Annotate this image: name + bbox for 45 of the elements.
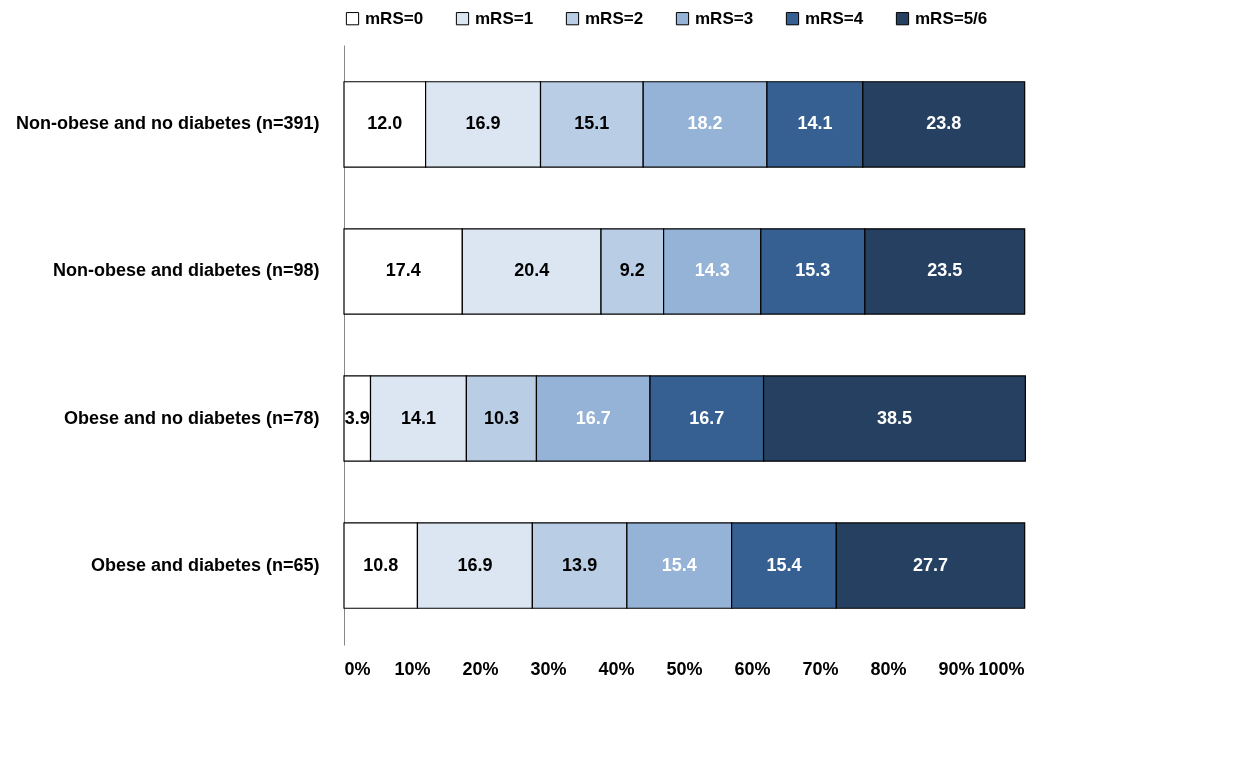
legend-label: mRS=3 <box>695 8 754 28</box>
data-label: 27.7 <box>912 554 949 575</box>
x-tick-label: 100% <box>978 658 1025 679</box>
y-tick-label: Non-obese and diabetes (n=98) <box>52 260 320 281</box>
legend-label: mRS=5/6 <box>915 8 988 28</box>
legend-label: mRS=1 <box>475 8 534 28</box>
data-label: 15.4 <box>661 554 697 575</box>
data-label: 14.1 <box>400 407 436 428</box>
data-label: 3.9 <box>344 407 370 428</box>
x-tick-label: 60% <box>734 658 771 679</box>
data-label: 10.8 <box>363 554 399 575</box>
data-label: 12.0 <box>367 113 403 134</box>
data-label: 15.1 <box>574 113 610 134</box>
data-label: 23.8 <box>926 113 962 134</box>
x-tick-label: 0% <box>344 658 371 679</box>
data-label: 14.3 <box>694 260 730 281</box>
data-label: 9.2 <box>619 260 645 281</box>
data-label: 16.7 <box>689 407 725 428</box>
legend-label: mRS=0 <box>365 8 424 28</box>
x-tick-label: 40% <box>598 658 635 679</box>
y-tick-label: Obese and no diabetes (n=78) <box>63 407 320 428</box>
y-tick-label: Obese and diabetes (n=65) <box>90 554 320 575</box>
data-label: 16.9 <box>457 554 493 575</box>
legend-label: mRS=4 <box>805 8 864 28</box>
x-tick-label: 80% <box>870 658 907 679</box>
data-label: 13.9 <box>562 554 598 575</box>
data-label: 20.4 <box>514 260 550 281</box>
data-label: 15.3 <box>795 260 831 281</box>
data-label: 15.4 <box>766 554 802 575</box>
data-label: 14.1 <box>797 113 833 134</box>
data-label: 18.2 <box>687 113 723 134</box>
legend-label: mRS=2 <box>585 8 644 28</box>
data-label: 38.5 <box>876 407 912 428</box>
data-label: 16.7 <box>575 407 611 428</box>
x-tick-label: 90% <box>938 658 975 679</box>
x-tick-label: 70% <box>802 658 839 679</box>
x-tick-label: 50% <box>666 658 703 679</box>
data-label: 10.3 <box>483 407 519 428</box>
data-label: 23.5 <box>927 260 963 281</box>
x-tick-label: 30% <box>530 658 567 679</box>
data-label: 16.9 <box>465 113 501 134</box>
x-tick-label: 10% <box>394 658 431 679</box>
y-tick-label: Non-obese and no diabetes (n=391) <box>15 113 320 134</box>
data-label: 17.4 <box>385 260 421 281</box>
x-tick-label: 20% <box>462 658 499 679</box>
